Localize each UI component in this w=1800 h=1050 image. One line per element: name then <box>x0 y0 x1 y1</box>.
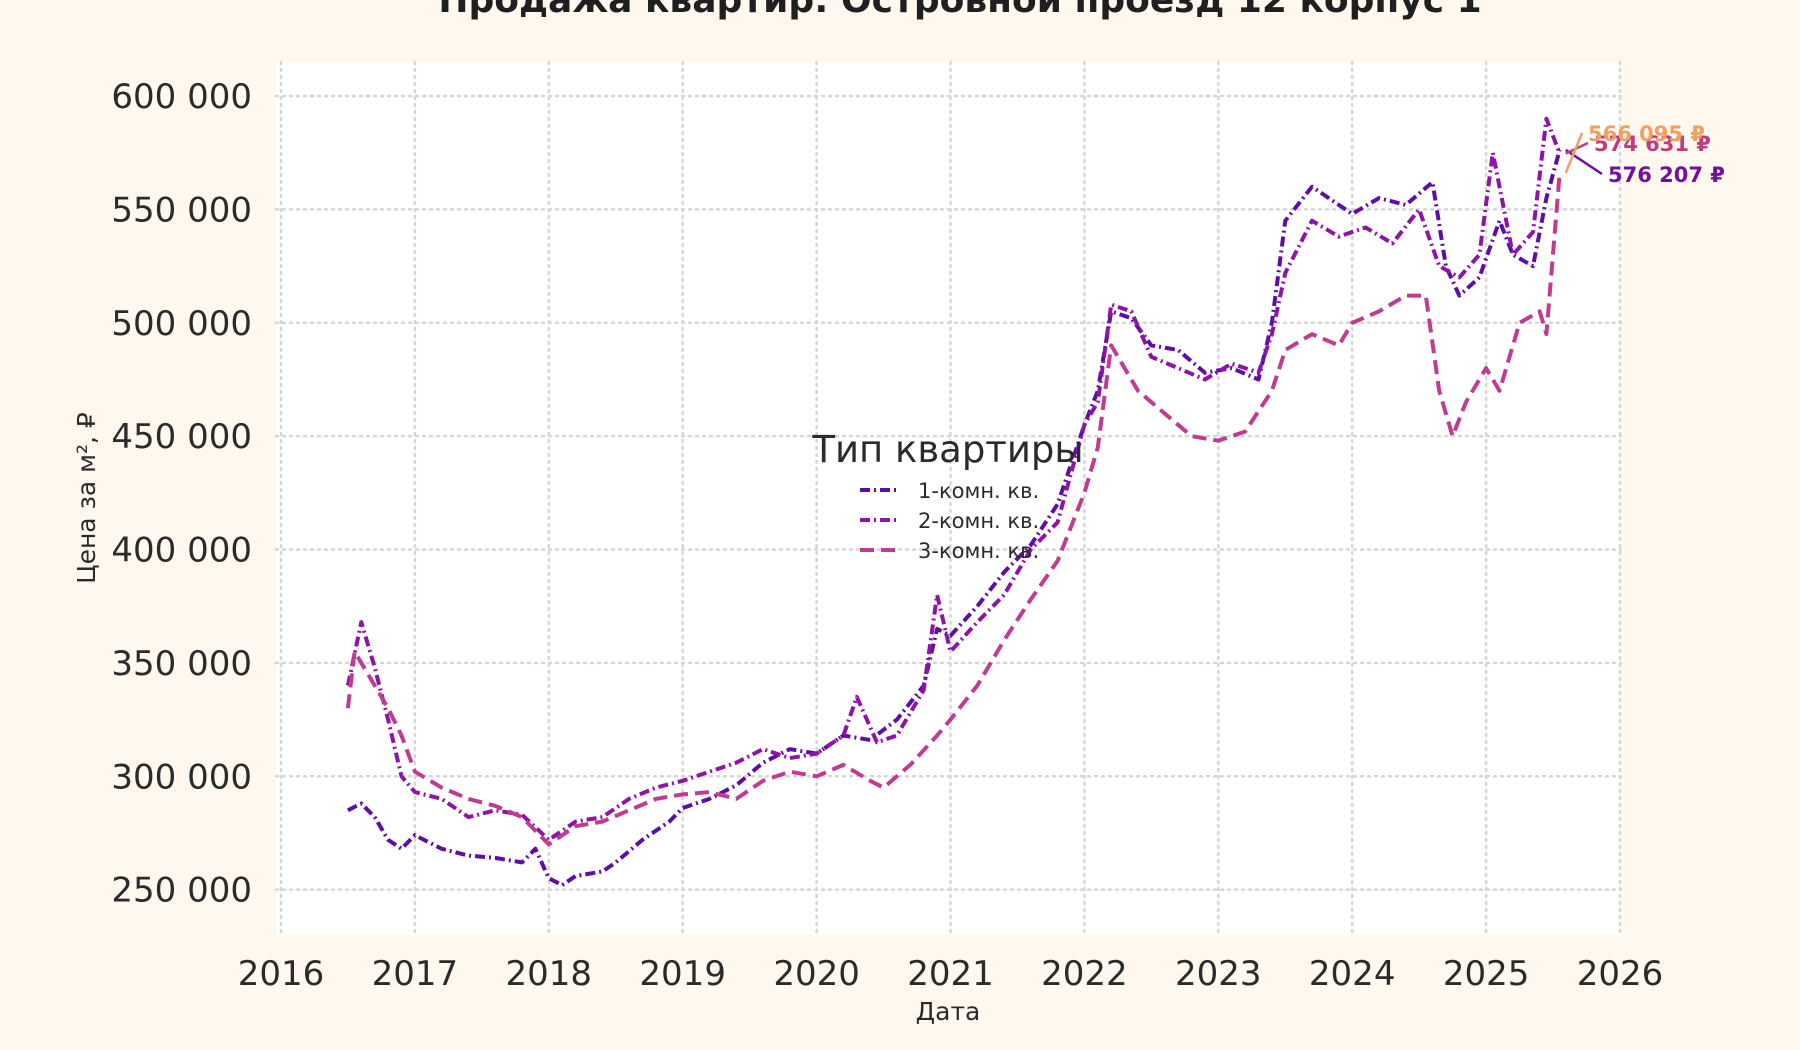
x-axis-label: Дата <box>916 997 981 1026</box>
series-line <box>345 116 1562 842</box>
y-tick-label: 350 000 <box>111 644 252 684</box>
grid <box>274 60 1623 937</box>
x-tick-label: 2018 <box>506 954 593 994</box>
end-label-arrow <box>1564 132 1584 174</box>
x-tick-label: 2017 <box>372 954 459 994</box>
x-tick-labels: 2016 2017 2018 2019 2020 2021 2022 2023 2024 2025… <box>238 954 1664 994</box>
legend-entry: 3-комн. кв. <box>918 539 1039 563</box>
series-line <box>346 149 1562 888</box>
x-tick-label: 2024 <box>1309 954 1396 994</box>
y-tick-label: 400 000 <box>111 531 252 571</box>
legend-entry: 1-комн. кв. <box>918 479 1039 503</box>
x-tick-label: 2025 <box>1443 954 1530 994</box>
y-tick-label: 500 000 <box>111 304 252 344</box>
x-tick-label: 2020 <box>773 954 860 994</box>
y-tick-label: 300 000 <box>111 757 252 797</box>
y-tick-label: 550 000 <box>111 190 252 230</box>
end-label: 576 207 ₽ <box>1608 163 1725 187</box>
end-label: 574 631 ₽ <box>1594 132 1711 156</box>
series-line <box>345 172 1562 847</box>
y-tick-label: 250 000 <box>111 871 252 911</box>
legend: Тип квартиры 1-комн. кв. 2-комн. кв. 3-ком… <box>811 428 1083 563</box>
end-label-arrow <box>1565 148 1603 176</box>
legend-title: Тип квартиры <box>811 428 1083 471</box>
chart-title: Продажа квартир: Островной проезд 12 кор… <box>438 0 1481 21</box>
legend-entry: 2-комн. кв. <box>918 509 1039 533</box>
x-tick-label: 2026 <box>1577 954 1664 994</box>
y-axis-label: Цена за м², ₽ <box>72 412 101 584</box>
y-tick-labels: 250 000 300 000 350 000 400 000 450 000 500 0… <box>111 77 252 911</box>
x-tick-label: 2022 <box>1041 954 1128 994</box>
y-tick-label: 450 000 <box>111 417 252 457</box>
y-tick-label: 600 000 <box>111 77 252 117</box>
end-label: 566 095 ₽ <box>1588 122 1705 146</box>
x-tick-label: 2016 <box>238 954 325 994</box>
plot-area <box>276 62 1621 935</box>
series-layer <box>345 116 1562 888</box>
x-tick-label: 2021 <box>907 954 994 994</box>
x-tick-label: 2023 <box>1175 954 1262 994</box>
x-tick-label: 2019 <box>639 954 726 994</box>
end-labels: 576 207 ₽ 574 631 ₽566 095 ₽ <box>1564 122 1725 187</box>
